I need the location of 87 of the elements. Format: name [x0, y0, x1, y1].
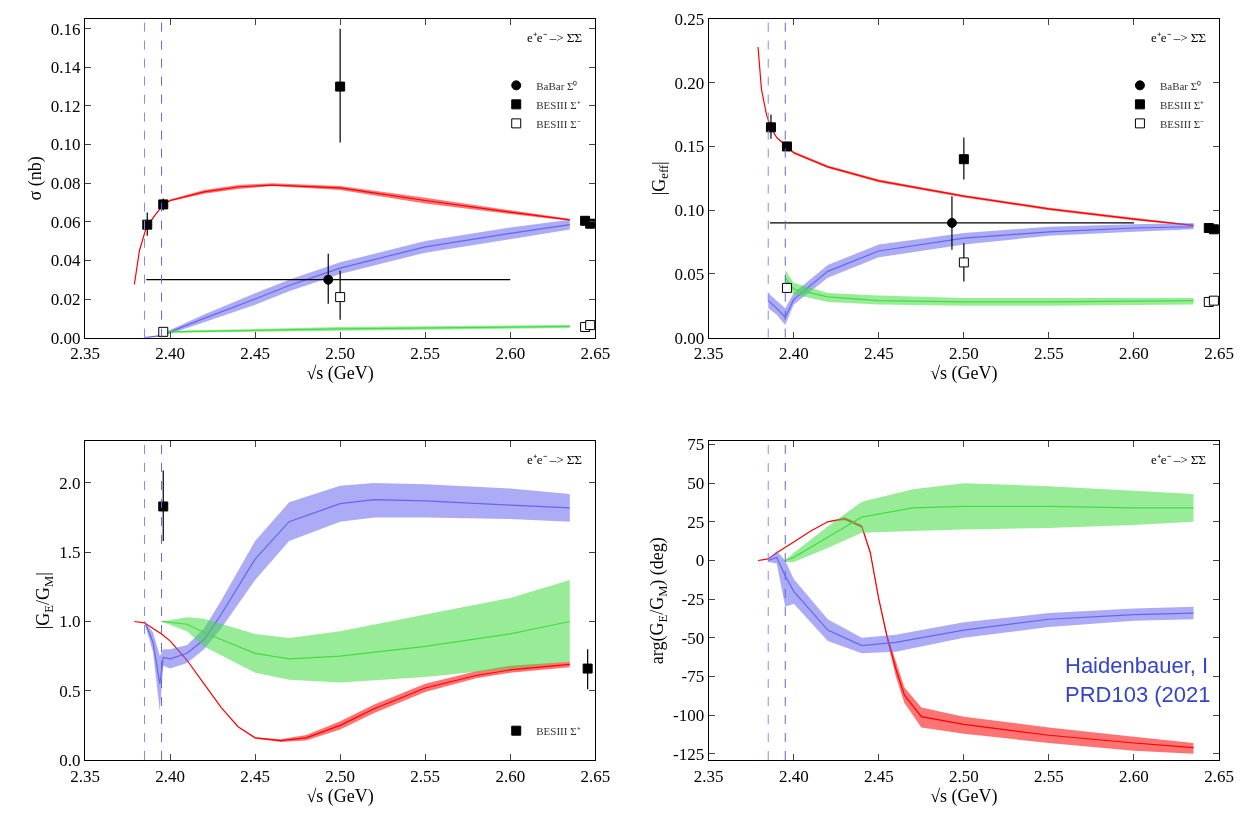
x-tick-label: 2.65	[1204, 766, 1234, 786]
y-tick-label: 0.10	[50, 135, 81, 155]
x-tick-label: 2.60	[1119, 344, 1149, 364]
x-axis-title: √s (GeV)	[306, 785, 374, 807]
y-tick-label: -125	[673, 744, 705, 764]
x-tick-label: 2.60	[495, 766, 526, 786]
x-tick-label: 2.55	[410, 344, 441, 364]
point	[323, 274, 334, 285]
legend-label: BESIII Σ⁺	[536, 724, 581, 737]
annotation: Haidenbauer, I PRD103 (2021	[1065, 653, 1211, 707]
annotation: e⁺e⁻ –> Σ̄Σ	[527, 30, 583, 45]
x-tick-label: 2.50	[325, 344, 356, 364]
y-tick-label: 2.0	[59, 473, 81, 493]
x-tick-label: 2.50	[948, 766, 979, 786]
x-tick-label: 2.35	[693, 766, 724, 786]
x-tick-label: 2.40	[778, 766, 809, 786]
y-tick-label: 0.04	[50, 251, 81, 271]
y-tick-label: 0.12	[50, 96, 81, 116]
y-tick-label: 0.05	[674, 264, 705, 284]
legend-label: BESIII Σ⁻	[536, 117, 581, 130]
line-series	[784, 505, 1195, 562]
point	[142, 219, 153, 230]
point	[781, 282, 792, 293]
x-axis-title: √s (GeV)	[306, 363, 374, 385]
y-tick-label: 1.0	[59, 612, 81, 632]
y-tick-label: -100	[673, 706, 705, 726]
y-tick-label: 0.5	[59, 681, 81, 701]
y-axis-title: σ (nb)	[24, 156, 46, 201]
x-tick-label: 2.40	[778, 344, 809, 364]
y-tick-label: 0.08	[50, 174, 81, 194]
y-tick-label: 0.02	[50, 289, 81, 309]
y-tick-label: 75	[687, 435, 705, 455]
legend-label: BaBar Σ⁰	[536, 79, 578, 92]
point	[585, 218, 596, 229]
y-tick-label: 0.25	[674, 9, 705, 29]
legend-label: BESIII Σ⁺	[536, 98, 581, 111]
point	[781, 141, 792, 152]
x-tick-label: 2.55	[410, 766, 441, 786]
y-tick-label: 0.16	[50, 19, 81, 39]
point	[585, 320, 596, 331]
legend-label: BaBar Σ⁰	[1159, 79, 1202, 92]
y-tick-label: 0.20	[674, 73, 705, 93]
y-tick-label: 0.10	[674, 201, 705, 221]
y-tick-label: 0	[695, 551, 705, 571]
point	[765, 122, 776, 133]
line-series	[160, 620, 571, 660]
x-tick-label: 2.40	[155, 766, 185, 786]
legend-label: BESIII Σ⁻	[1159, 117, 1205, 130]
point	[1208, 224, 1219, 235]
y-tick-label: 0.14	[50, 58, 81, 78]
x-tick-label: 2.65	[580, 766, 611, 786]
y-tick-label: 1.5	[59, 543, 81, 563]
y-tick-label: 25	[687, 512, 705, 532]
annotation: e⁺e⁻ –> Σ̄Σ	[1151, 452, 1207, 467]
y-tick-label: -50	[681, 628, 705, 648]
point	[158, 326, 169, 337]
point	[1208, 295, 1219, 306]
x-tick-label: 2.55	[1034, 344, 1064, 364]
point	[958, 257, 969, 268]
line-series	[143, 498, 571, 685]
x-tick-label: 2.65	[1204, 344, 1234, 364]
x-tick-label: 2.65	[580, 344, 611, 364]
x-tick-label: 2.45	[240, 344, 270, 364]
y-tick-label: 0.15	[674, 137, 705, 157]
point	[335, 292, 346, 303]
point	[958, 154, 969, 165]
x-tick-label: 2.50	[948, 344, 979, 364]
y-tick-label: 0.06	[50, 212, 81, 232]
point	[946, 217, 957, 228]
point	[335, 81, 346, 92]
annotation: e⁺e⁻ –> Σ̄Σ	[1151, 30, 1207, 45]
legend-label: BESIII Σ⁺	[1159, 98, 1205, 111]
y-tick-label: 50	[687, 474, 705, 494]
annotation: e⁺e⁻ –> Σ̄Σ	[527, 452, 583, 467]
y-tick-label: -25	[681, 590, 705, 610]
x-tick-label: 2.50	[325, 766, 356, 786]
x-tick-label: 2.45	[863, 766, 894, 786]
y-tick-label: -75	[681, 667, 705, 687]
x-tick-label: 2.60	[495, 344, 526, 364]
x-tick-label: 2.60	[1119, 766, 1149, 786]
point	[158, 199, 169, 210]
x-axis-title: √s (GeV)	[930, 363, 998, 385]
x-tick-label: 2.45	[240, 766, 270, 786]
x-tick-label: 2.45	[863, 344, 894, 364]
x-axis-title: √s (GeV)	[930, 785, 998, 807]
x-tick-label: 2.40	[155, 344, 185, 364]
x-tick-label: 2.55	[1034, 766, 1064, 786]
